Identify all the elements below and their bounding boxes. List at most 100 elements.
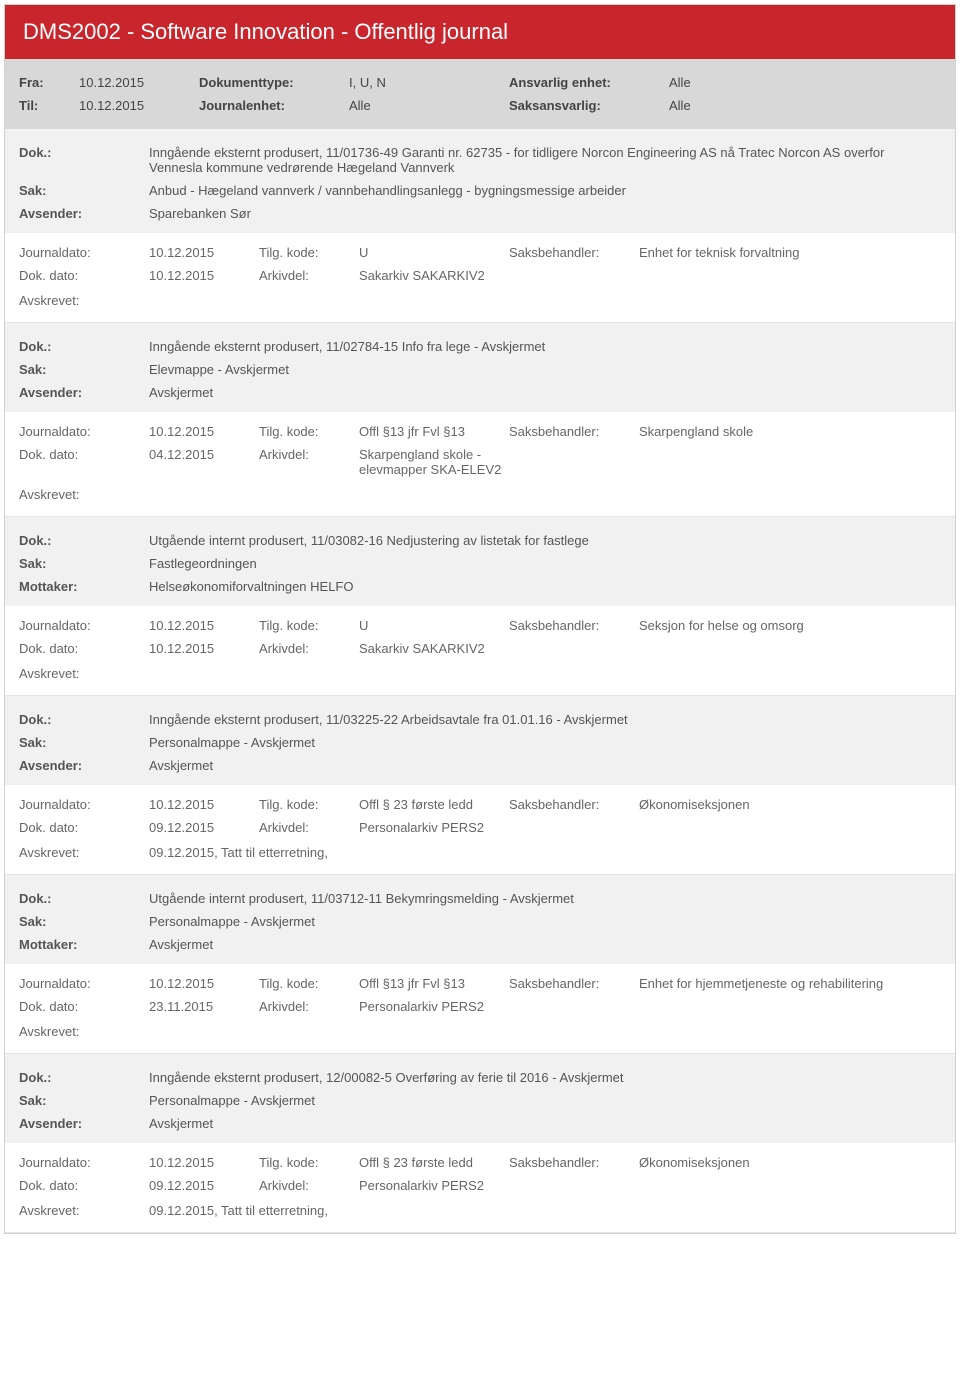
saksbehandler-label: Saksbehandler: [509,424,639,439]
arkivdel-value: Personalarkiv PERS2 [359,1178,509,1193]
entry-body: Journaldato: 10.12.2015 Tilg. kode: U Sa… [5,233,955,322]
entry-header: Dok.: Inngående eksternt produsert, 11/0… [5,323,955,412]
page: DMS2002 - Software Innovation - Offentli… [4,4,956,1234]
sak-label: Sak: [19,914,149,929]
party-label: Avsender: [19,385,149,400]
dokdato-value: 23.11.2015 [149,999,259,1014]
entry-header: Dok.: Inngående eksternt produsert, 11/0… [5,696,955,785]
sak-value: Personalmappe - Avskjermet [149,1093,941,1108]
journaldato-value: 10.12.2015 [149,618,259,633]
saksbehandler-label: Saksbehandler: [509,1155,639,1170]
avskrevet-value [149,666,941,681]
entry-body: Journaldato: 10.12.2015 Tilg. kode: Offl… [5,964,955,1053]
entry-body: Journaldato: 10.12.2015 Tilg. kode: U Sa… [5,606,955,695]
arkivdel-label: Arkivdel: [259,999,359,1014]
entry-header: Dok.: Utgående internt produsert, 11/037… [5,875,955,964]
journalenhet-value: Alle [349,98,509,113]
journaldato-value: 10.12.2015 [149,245,259,260]
dokdato-label: Dok. dato: [19,268,149,283]
journal-entry: Dok.: Inngående eksternt produsert, 11/0… [5,323,955,517]
entries-list: Dok.: Inngående eksternt produsert, 11/0… [5,129,955,1233]
party-value: Avskjermet [149,385,941,400]
journaldato-label: Journaldato: [19,618,149,633]
tilgkode-value: Offl §13 jfr Fvl §13 [359,976,509,991]
avskrevet-value [149,293,941,308]
arkivdel-value: Sakarkiv SAKARKIV2 [359,641,509,656]
saksbehandler-value: Skarpengland skole [639,424,941,439]
tilgkode-label: Tilg. kode: [259,797,359,812]
journaldato-label: Journaldato: [19,245,149,260]
saksbehandler-label: Saksbehandler: [509,618,639,633]
party-value: Avskjermet [149,1116,941,1131]
tilgkode-label: Tilg. kode: [259,976,359,991]
arkivdel-value: Personalarkiv PERS2 [359,999,509,1014]
dokdato-value: 04.12.2015 [149,447,259,462]
journaldato-value: 10.12.2015 [149,424,259,439]
entry-body: Journaldato: 10.12.2015 Tilg. kode: Offl… [5,1143,955,1232]
avskrevet-value: 09.12.2015, Tatt til etterretning, [149,1203,941,1218]
journaldato-label: Journaldato: [19,424,149,439]
arkivdel-label: Arkivdel: [259,641,359,656]
party-value: Sparebanken Sør [149,206,941,221]
journalenhet-label: Journalenhet: [199,98,349,113]
journaldato-value: 10.12.2015 [149,1155,259,1170]
sak-label: Sak: [19,183,149,198]
saksbehandler-value: Enhet for teknisk forvaltning [639,245,941,260]
ansvarlig-value: Alle [669,75,789,90]
arkivdel-label: Arkivdel: [259,447,359,462]
arkivdel-value: Personalarkiv PERS2 [359,820,509,835]
dokdato-label: Dok. dato: [19,447,149,462]
arkivdel-label: Arkivdel: [259,820,359,835]
journaldato-label: Journaldato: [19,976,149,991]
dok-value: Inngående eksternt produsert, 11/01736-4… [149,145,941,175]
dokdato-value: 09.12.2015 [149,1178,259,1193]
dok-value: Inngående eksternt produsert, 11/03225-2… [149,712,941,727]
saksbehandler-label: Saksbehandler: [509,797,639,812]
dok-value: Utgående internt produsert, 11/03082-16 … [149,533,941,548]
dokdato-label: Dok. dato: [19,1178,149,1193]
dok-label: Dok.: [19,712,149,727]
avskrevet-value [149,1024,941,1039]
saksbehandler-label: Saksbehandler: [509,976,639,991]
arkivdel-value: Skarpengland skole - elevmapper SKA-ELEV… [359,447,509,477]
saksansvarlig-value: Alle [669,98,789,113]
page-title-bar: DMS2002 - Software Innovation - Offentli… [5,5,955,59]
til-label: Til: [19,98,79,113]
party-label: Avsender: [19,206,149,221]
journaldato-value: 10.12.2015 [149,976,259,991]
journal-entry: Dok.: Inngående eksternt produsert, 11/0… [5,129,955,323]
sak-label: Sak: [19,735,149,750]
journaldato-label: Journaldato: [19,797,149,812]
avskrevet-label: Avskrevet: [19,845,149,860]
doktype-value: I, U, N [349,75,509,90]
tilgkode-label: Tilg. kode: [259,618,359,633]
journal-entry: Dok.: Utgående internt produsert, 11/037… [5,875,955,1054]
journaldato-label: Journaldato: [19,1155,149,1170]
party-value: Avskjermet [149,758,941,773]
sak-value: Elevmappe - Avskjermet [149,362,941,377]
sak-value: Personalmappe - Avskjermet [149,735,941,750]
page-title: DMS2002 - Software Innovation - Offentli… [23,19,508,44]
dok-label: Dok.: [19,339,149,354]
doktype-label: Dokumenttype: [199,75,349,90]
tilgkode-value: U [359,618,509,633]
entry-body: Journaldato: 10.12.2015 Tilg. kode: Offl… [5,412,955,516]
filter-row-1: Fra: 10.12.2015 Dokumenttype: I, U, N An… [19,71,941,94]
journaldato-value: 10.12.2015 [149,797,259,812]
tilgkode-value: Offl § 23 første ledd [359,797,509,812]
tilgkode-label: Tilg. kode: [259,245,359,260]
dokdato-value: 09.12.2015 [149,820,259,835]
avskrevet-label: Avskrevet: [19,1024,149,1039]
party-value: Avskjermet [149,937,941,952]
tilgkode-value: Offl §13 jfr Fvl §13 [359,424,509,439]
filter-row-2: Til: 10.12.2015 Journalenhet: Alle Saksa… [19,94,941,117]
sak-value: Fastlegeordningen [149,556,941,571]
entry-body: Journaldato: 10.12.2015 Tilg. kode: Offl… [5,785,955,874]
tilgkode-value: U [359,245,509,260]
party-label: Mottaker: [19,937,149,952]
sak-value: Personalmappe - Avskjermet [149,914,941,929]
dokdato-value: 10.12.2015 [149,268,259,283]
saksbehandler-value: Økonomiseksjonen [639,1155,941,1170]
dok-label: Dok.: [19,891,149,906]
entry-header: Dok.: Inngående eksternt produsert, 12/0… [5,1054,955,1143]
